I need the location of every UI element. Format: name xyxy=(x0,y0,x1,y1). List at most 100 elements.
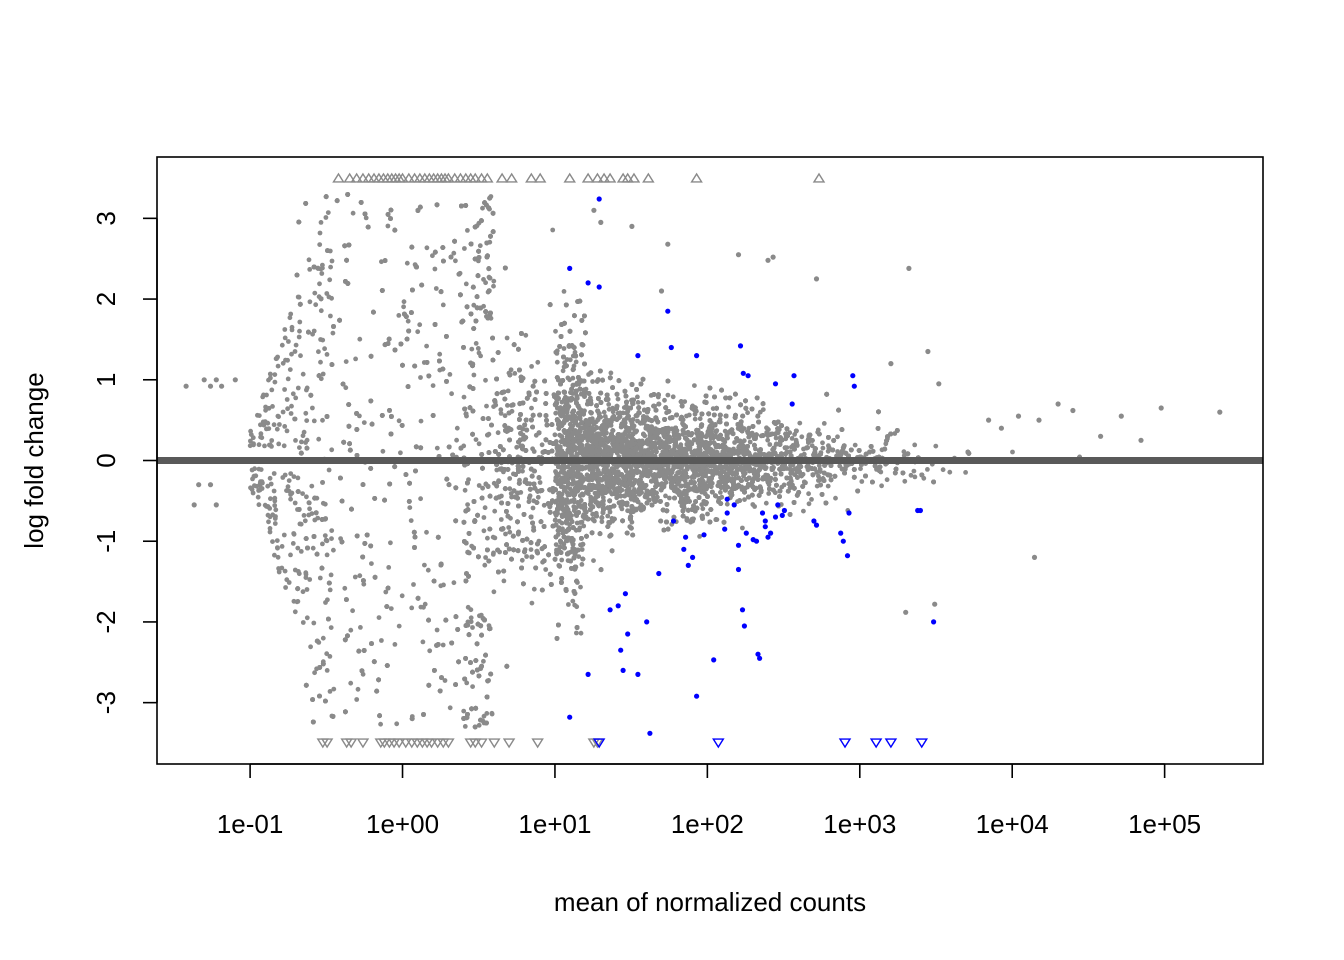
data-point xyxy=(320,635,326,641)
data-point xyxy=(901,449,907,455)
data-point xyxy=(578,520,583,525)
data-point xyxy=(685,474,690,480)
data-point xyxy=(835,434,840,440)
data-point xyxy=(765,437,771,443)
data-point xyxy=(529,405,534,411)
data-point xyxy=(566,602,571,607)
data-point xyxy=(608,370,614,376)
data-point xyxy=(570,375,576,381)
data-point xyxy=(409,605,415,611)
data-point xyxy=(442,678,448,683)
data-point xyxy=(357,336,363,342)
data-point xyxy=(449,391,454,397)
data-point xyxy=(491,550,496,556)
data-point xyxy=(481,277,486,282)
data-point xyxy=(470,684,475,689)
data-point xyxy=(469,346,475,352)
data-point xyxy=(530,505,536,511)
data-point xyxy=(581,513,586,519)
data-point xyxy=(509,494,514,500)
data-point xyxy=(858,466,863,472)
data-point xyxy=(580,613,586,619)
data-point xyxy=(320,541,325,547)
data-point xyxy=(662,397,667,403)
data-point xyxy=(440,302,446,308)
data-point xyxy=(491,283,496,289)
data-point xyxy=(740,525,745,531)
data-point xyxy=(348,627,354,633)
data-point xyxy=(799,434,805,440)
data-point xyxy=(481,528,487,534)
data-point xyxy=(480,485,485,491)
data-point xyxy=(379,259,384,265)
data-point xyxy=(523,332,529,338)
data-point xyxy=(477,243,483,249)
data-point xyxy=(379,638,384,643)
data-point xyxy=(553,542,559,547)
data-point xyxy=(378,721,383,727)
data-point xyxy=(433,286,439,291)
data-point xyxy=(420,639,426,645)
data-point xyxy=(581,523,587,529)
data-point xyxy=(476,441,482,447)
data-point xyxy=(570,598,576,604)
data-point xyxy=(440,642,446,648)
data-point xyxy=(579,562,585,567)
data-point xyxy=(667,495,672,501)
data-point xyxy=(401,304,406,310)
data-point xyxy=(476,483,482,488)
data-point xyxy=(809,497,814,502)
data-point xyxy=(481,658,486,664)
data-point xyxy=(825,483,831,489)
data-point xyxy=(572,349,578,355)
data-point xyxy=(750,502,756,507)
data-point xyxy=(635,400,641,405)
data-point xyxy=(705,511,710,517)
data-point xyxy=(552,432,558,438)
data-point xyxy=(430,383,436,388)
data-point xyxy=(559,520,565,526)
data-point xyxy=(427,648,433,654)
data-point xyxy=(615,396,621,402)
data-point xyxy=(753,446,758,452)
data-point xyxy=(797,420,803,426)
data-point xyxy=(388,606,394,611)
data-point xyxy=(401,299,407,305)
data-point xyxy=(404,260,410,266)
data-point xyxy=(504,335,510,341)
data-point xyxy=(645,441,651,447)
data-point xyxy=(383,589,389,595)
data-point xyxy=(724,501,730,507)
data-point xyxy=(396,623,402,629)
data-point xyxy=(462,724,468,729)
data-point xyxy=(471,302,477,308)
data-point xyxy=(407,505,413,510)
data-point xyxy=(697,416,703,422)
data-point xyxy=(1010,449,1015,455)
data-point xyxy=(481,515,487,520)
data-point xyxy=(380,448,386,454)
data-point xyxy=(425,567,431,573)
data-point xyxy=(505,403,510,408)
data-point xyxy=(424,529,429,535)
data-point xyxy=(859,479,865,484)
data-point xyxy=(453,258,458,264)
data-point xyxy=(601,432,607,438)
data-point xyxy=(350,608,355,614)
data-point xyxy=(422,562,427,568)
data-point xyxy=(316,436,322,442)
data-point xyxy=(447,705,453,711)
data-point xyxy=(556,491,561,496)
data-point xyxy=(933,443,939,449)
data-point xyxy=(396,313,402,318)
data-point xyxy=(760,407,766,412)
data-point xyxy=(665,392,671,398)
data-point xyxy=(434,445,440,451)
data-point xyxy=(298,549,304,554)
data-point xyxy=(530,446,535,452)
data-point xyxy=(348,680,354,686)
data-point xyxy=(392,642,398,647)
data-point xyxy=(318,220,324,225)
data-point xyxy=(483,377,488,383)
